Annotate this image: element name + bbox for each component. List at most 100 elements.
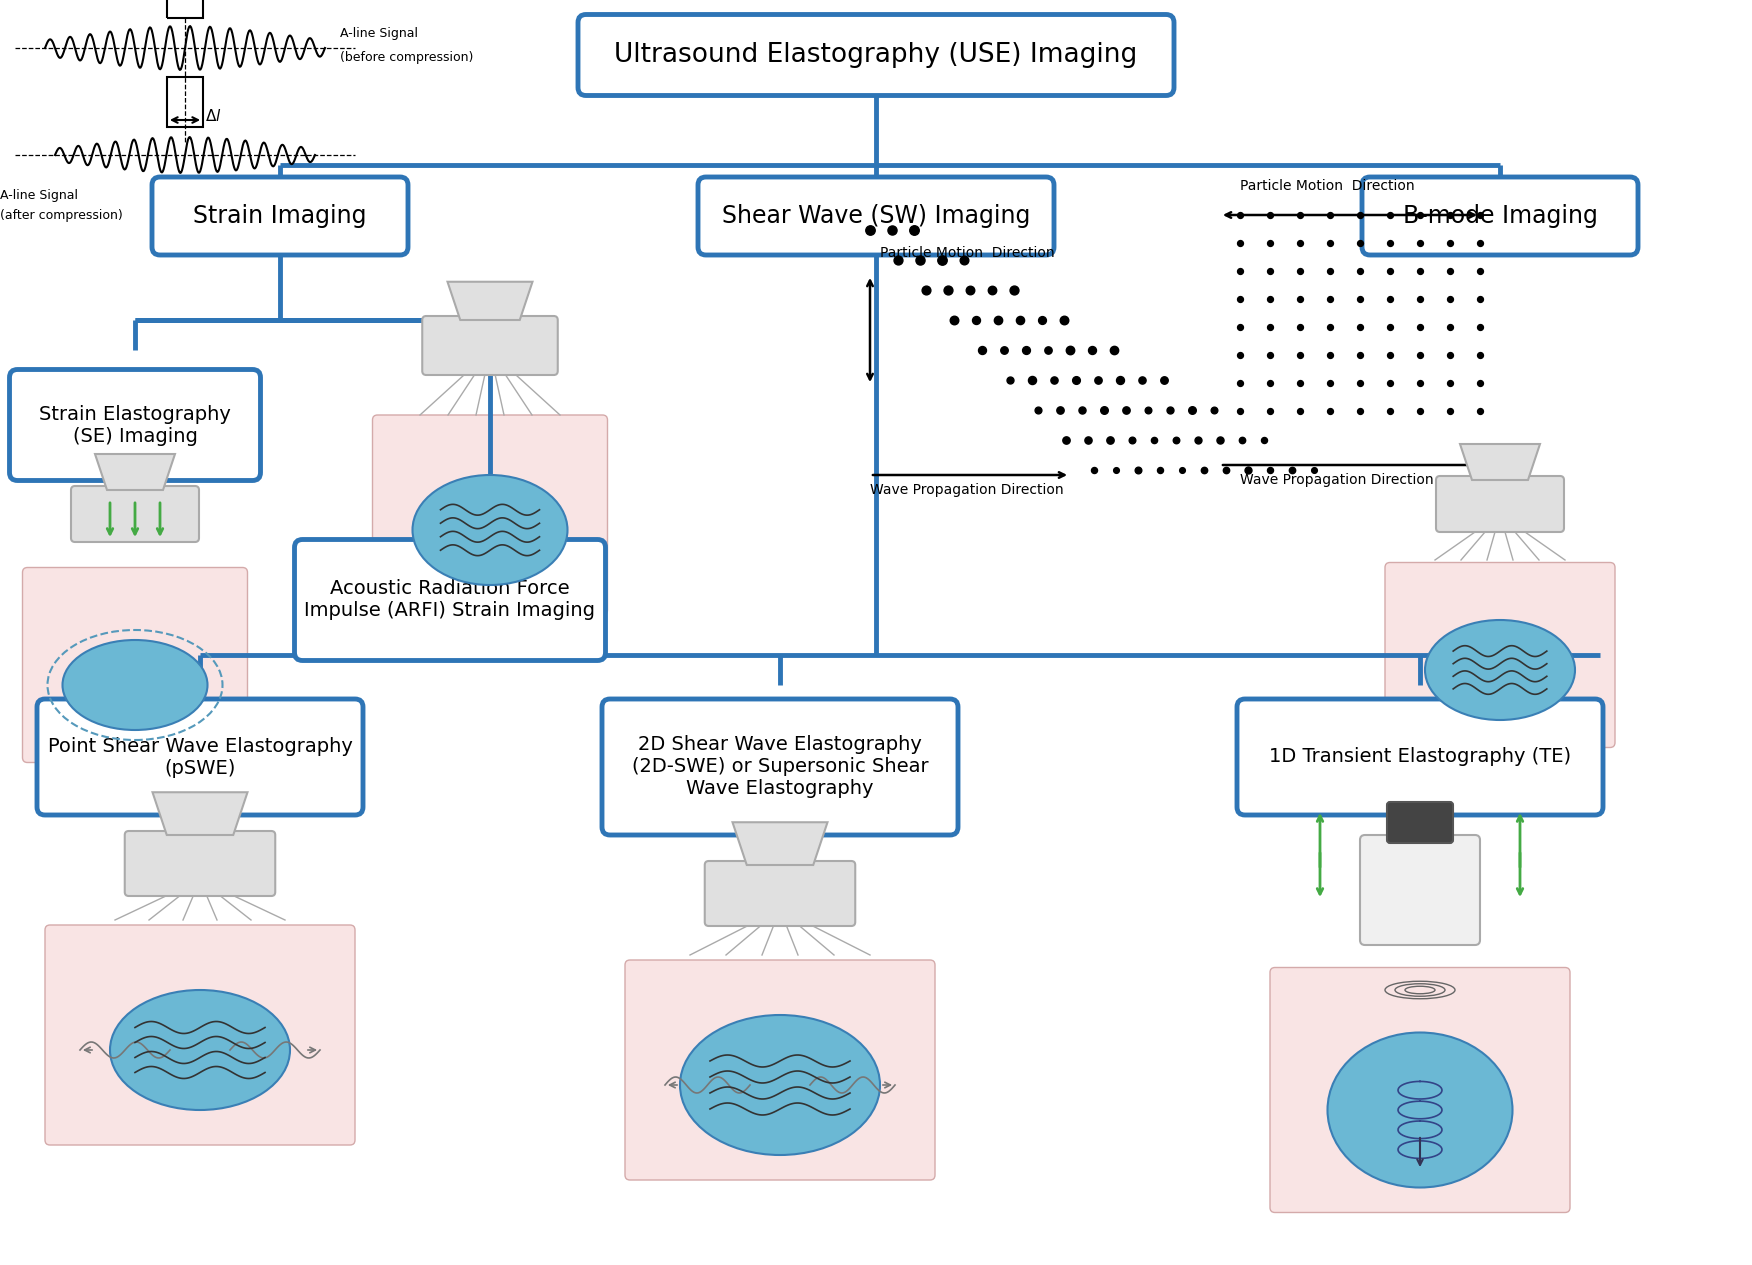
Point <box>1100 340 1128 361</box>
Point <box>885 250 913 271</box>
Ellipse shape <box>680 1015 880 1155</box>
Point <box>906 250 934 271</box>
Point <box>1226 316 1254 336</box>
Text: Shear Wave (SW) Imaging: Shear Wave (SW) Imaging <box>722 204 1030 228</box>
Point <box>1286 373 1314 393</box>
Point <box>1375 316 1403 336</box>
FancyBboxPatch shape <box>422 316 557 374</box>
Ellipse shape <box>63 640 207 730</box>
Point <box>969 340 997 361</box>
Polygon shape <box>95 454 175 490</box>
Point <box>1156 400 1184 420</box>
Point <box>1062 369 1090 390</box>
Text: Strain Imaging: Strain Imaging <box>193 204 366 228</box>
Point <box>1074 430 1102 450</box>
Point <box>1205 430 1233 450</box>
Point <box>941 310 969 330</box>
Text: (after compression): (after compression) <box>0 209 123 221</box>
FancyBboxPatch shape <box>294 539 606 660</box>
Point <box>1013 340 1041 361</box>
FancyBboxPatch shape <box>625 960 936 1180</box>
Point <box>1466 233 1494 253</box>
FancyBboxPatch shape <box>1360 835 1480 945</box>
Point <box>1346 261 1374 281</box>
Point <box>878 220 906 240</box>
Bar <box>166 77 203 126</box>
Bar <box>166 0 203 18</box>
Text: Wave Propagation Direction: Wave Propagation Direction <box>1240 473 1433 487</box>
Point <box>1407 401 1435 421</box>
Point <box>1407 261 1435 281</box>
Point <box>1056 340 1084 361</box>
Point <box>1226 205 1254 225</box>
FancyBboxPatch shape <box>9 369 261 481</box>
Point <box>1128 369 1156 390</box>
Point <box>1226 261 1254 281</box>
Point <box>1256 233 1284 253</box>
Point <box>1316 345 1344 366</box>
Ellipse shape <box>412 474 568 584</box>
Point <box>978 280 1006 300</box>
Point <box>1228 430 1256 450</box>
Point <box>1256 401 1284 421</box>
Point <box>1102 460 1130 481</box>
Point <box>1162 430 1190 450</box>
Point <box>1046 400 1074 420</box>
Point <box>913 280 941 300</box>
FancyBboxPatch shape <box>1237 700 1603 815</box>
Point <box>1375 233 1403 253</box>
Point <box>1084 369 1113 390</box>
Polygon shape <box>152 792 247 835</box>
Point <box>1286 233 1314 253</box>
Point <box>1466 316 1494 336</box>
Point <box>901 220 929 240</box>
Point <box>1407 373 1435 393</box>
Point <box>1256 288 1284 309</box>
Point <box>1277 460 1305 481</box>
Point <box>1437 205 1465 225</box>
Point <box>1028 310 1056 330</box>
Point <box>1256 261 1284 281</box>
Point <box>1437 233 1465 253</box>
Text: A-line Signal: A-line Signal <box>0 188 79 201</box>
Text: Point Shear Wave Elastography
(pSWE): Point Shear Wave Elastography (pSWE) <box>47 736 352 778</box>
Point <box>1106 369 1134 390</box>
Point <box>1286 288 1314 309</box>
Text: A-line Signal: A-line Signal <box>340 27 419 39</box>
Point <box>1200 400 1228 420</box>
Point <box>1149 369 1177 390</box>
Point <box>1316 373 1344 393</box>
Point <box>1407 233 1435 253</box>
Point <box>929 250 957 271</box>
Point <box>1134 400 1162 420</box>
Point <box>1212 460 1240 481</box>
Point <box>1000 280 1028 300</box>
Point <box>1346 373 1374 393</box>
Point <box>1407 345 1435 366</box>
Text: Particle Motion  Direction: Particle Motion Direction <box>880 245 1055 261</box>
Point <box>1407 316 1435 336</box>
Point <box>1079 460 1107 481</box>
Ellipse shape <box>1328 1032 1512 1188</box>
Point <box>1226 401 1254 421</box>
Point <box>1375 401 1403 421</box>
Point <box>1256 316 1284 336</box>
Point <box>957 280 985 300</box>
Point <box>1226 288 1254 309</box>
Point <box>934 280 962 300</box>
Text: (before compression): (before compression) <box>340 52 473 65</box>
Point <box>962 310 990 330</box>
Text: Particle Motion  Direction: Particle Motion Direction <box>1240 180 1414 194</box>
Point <box>1437 345 1465 366</box>
Point <box>1466 288 1494 309</box>
Point <box>1316 233 1344 253</box>
Point <box>1316 261 1344 281</box>
Point <box>990 340 1018 361</box>
Point <box>1346 345 1374 366</box>
Text: Wave Propagation Direction: Wave Propagation Direction <box>871 483 1063 497</box>
Polygon shape <box>447 282 533 320</box>
Point <box>1286 316 1314 336</box>
Point <box>1407 205 1435 225</box>
Point <box>1125 460 1153 481</box>
Point <box>857 220 885 240</box>
